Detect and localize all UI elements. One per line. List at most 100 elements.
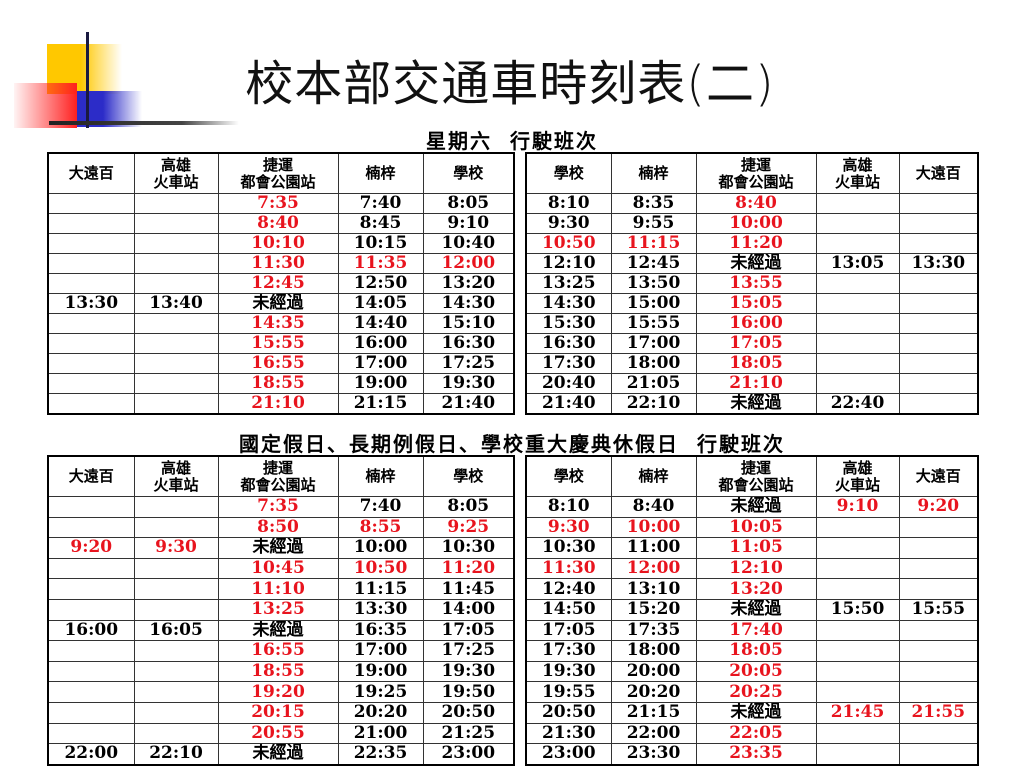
logo-red-square [14, 83, 77, 128]
time-cell [898, 373, 979, 394]
time-cell: 17:40 [695, 619, 817, 642]
table-row: 8:10 8:35 8:40 [525, 193, 979, 214]
time-cell: 23:00 [422, 743, 515, 766]
time-cell: 7:40 [337, 496, 424, 518]
time-cell [133, 233, 219, 254]
table-row: 14:50 15:20 未經過 15:50 15:55 [525, 598, 979, 621]
time-cell: 19:25 [337, 681, 424, 703]
time-cell: 8:05 [422, 496, 515, 518]
table-row: 17:30 18:00 18:05 [525, 640, 979, 662]
column-header: 高雄 火車站 [133, 152, 219, 194]
time-cell [133, 333, 219, 354]
time-cell [133, 681, 219, 703]
column-header: 學校 [422, 455, 515, 497]
time-cell: 11:35 [337, 253, 424, 274]
table-row: 13:25 13:50 13:55 [525, 273, 979, 294]
table-row: 10:30 11:00 11:05 [525, 537, 979, 559]
time-cell: 19:55 [525, 681, 612, 703]
time-cell: 22:05 [695, 722, 817, 745]
column-header: 楠梓 [610, 152, 697, 194]
time-cell: 15:30 [525, 313, 612, 334]
time-cell: 10:00 [695, 213, 817, 234]
time-cell [815, 516, 900, 539]
time-cell: 9:20 [47, 537, 135, 559]
time-cell: 19:50 [422, 681, 515, 703]
time-cell: 17:25 [422, 353, 515, 374]
time-cell [815, 578, 900, 600]
time-cell: 10:40 [422, 233, 515, 254]
time-cell [133, 516, 219, 539]
table-row: 9:30 10:00 10:05 [525, 516, 979, 539]
table-row: 13:25 13:30 14:00 [47, 598, 515, 621]
time-cell: 10:45 [217, 557, 339, 580]
time-cell: 未經過 [695, 598, 817, 621]
time-cell: 21:25 [422, 722, 515, 745]
table-row: 17:30 18:00 18:05 [525, 353, 979, 374]
time-cell [133, 273, 219, 294]
time-cell [898, 313, 979, 334]
time-cell [815, 213, 900, 234]
time-cell [47, 516, 135, 539]
time-cell: 9:20 [898, 496, 979, 518]
time-cell: 17:00 [337, 353, 424, 374]
time-cell: 11:30 [525, 557, 612, 580]
time-cell: 23:30 [610, 743, 697, 766]
table-row: 18:55 19:00 19:30 [47, 373, 515, 394]
saturday-return-table: 學校 楠梓 捷運 都會公園站 高雄 火車站 大遠百 8:10 8:35 8:40 9:30 9:5… [525, 152, 979, 415]
time-cell: 8:35 [610, 193, 697, 214]
time-cell: 16:00 [47, 619, 135, 642]
table-row: 12:45 12:50 13:20 [47, 273, 515, 294]
time-cell [133, 496, 219, 518]
time-cell [898, 619, 979, 642]
table-row: 8:10 8:40 未經過 9:10 9:20 [525, 496, 979, 518]
table-row: 20:40 21:05 21:10 [525, 373, 979, 394]
time-cell: 9:30 [525, 516, 612, 539]
column-header: 大遠百 [898, 152, 979, 194]
time-cell: 9:10 [815, 496, 900, 518]
time-cell [898, 233, 979, 254]
title-underline [49, 121, 239, 125]
table-row: 16:55 17:00 17:25 [47, 353, 515, 374]
time-cell [133, 253, 219, 274]
time-cell: 12:00 [422, 253, 515, 274]
time-cell: 20:50 [422, 701, 515, 724]
time-cell: 20:20 [337, 701, 424, 724]
time-cell: 21:15 [610, 701, 697, 724]
table-row: 16:00 16:05 未經過 16:35 17:05 [47, 619, 515, 642]
time-cell: 18:00 [610, 640, 697, 662]
time-cell: 13:05 [815, 253, 900, 274]
time-cell [133, 660, 219, 683]
time-cell: 15:05 [695, 293, 817, 314]
time-cell [815, 537, 900, 559]
header-row: 學校 楠梓 捷運 都會公園站 高雄 火車站 大遠百 [525, 455, 979, 497]
saturday-heading: 星期六 行駛班次 [426, 129, 598, 153]
time-cell [47, 193, 135, 214]
time-cell: 17:05 [695, 333, 817, 354]
time-cell: 23:00 [525, 743, 612, 766]
holiday-outbound-table: 大遠百 高雄 火車站 捷運 都會公園站 楠梓 學校 7:35 7:40 8:05 8:50 8:5… [47, 455, 515, 766]
time-cell: 10:10 [217, 233, 339, 254]
time-cell: 17:00 [337, 640, 424, 662]
time-cell: 15:10 [422, 313, 515, 334]
time-cell [47, 213, 135, 234]
time-cell [898, 557, 979, 580]
time-cell: 13:55 [695, 273, 817, 294]
column-header: 捷運 都會公園站 [695, 455, 817, 497]
time-cell: 10:00 [610, 516, 697, 539]
time-cell [898, 353, 979, 374]
table-row: 19:55 20:20 20:25 [525, 681, 979, 703]
time-cell [815, 273, 900, 294]
time-cell: 11:45 [422, 578, 515, 600]
time-cell: 15:00 [610, 293, 697, 314]
time-cell: 22:35 [337, 743, 424, 766]
time-cell: 17:35 [610, 619, 697, 642]
time-cell: 17:25 [422, 640, 515, 662]
time-cell: 未經過 [695, 496, 817, 518]
table-row: 11:30 11:35 12:00 [47, 253, 515, 274]
time-cell: 13:25 [525, 273, 612, 294]
column-header: 大遠百 [898, 455, 979, 497]
column-header: 學校 [525, 455, 612, 497]
time-cell [133, 193, 219, 214]
time-cell: 17:30 [525, 353, 612, 374]
table-row: 10:50 11:15 11:20 [525, 233, 979, 254]
